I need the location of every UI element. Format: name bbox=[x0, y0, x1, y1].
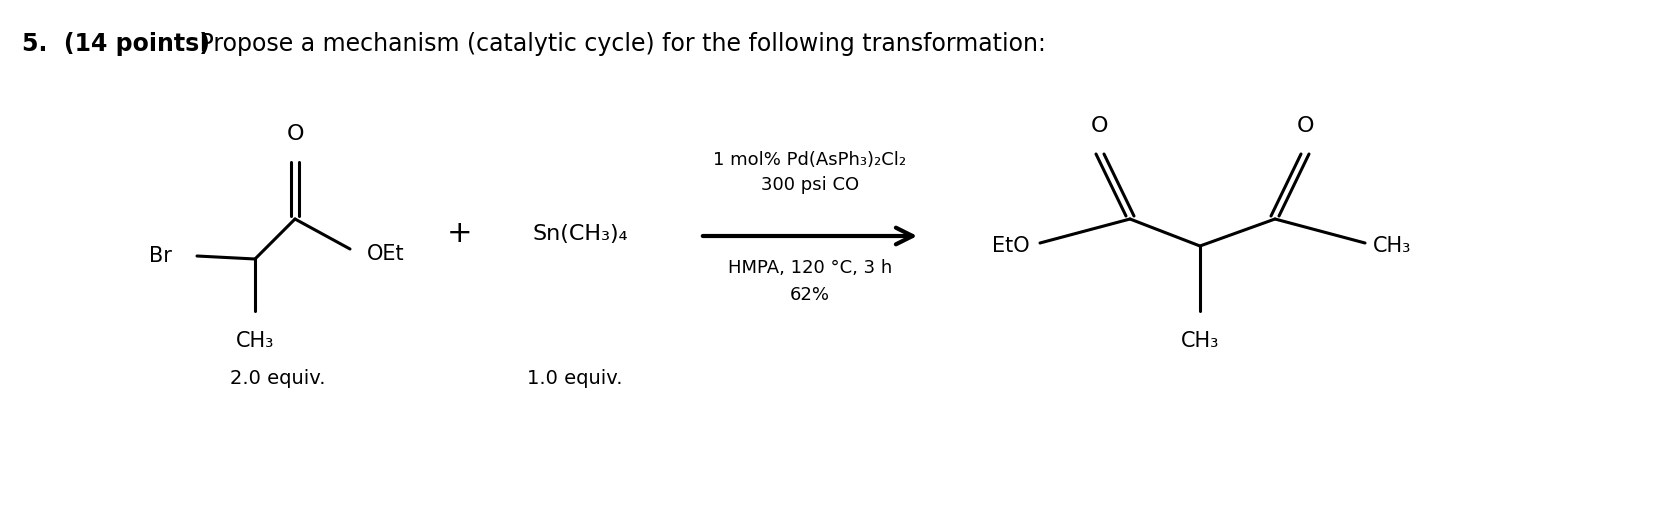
Text: +: + bbox=[447, 219, 473, 248]
Text: O: O bbox=[286, 124, 305, 144]
Text: 62%: 62% bbox=[789, 286, 831, 304]
Text: 5.  (14 points): 5. (14 points) bbox=[22, 32, 210, 56]
Text: 300 psi CO: 300 psi CO bbox=[761, 176, 859, 194]
Text: OEt: OEt bbox=[367, 244, 404, 264]
Text: CH₃: CH₃ bbox=[1180, 331, 1220, 351]
Text: Br: Br bbox=[149, 246, 172, 266]
Text: O: O bbox=[1091, 116, 1109, 136]
Text: HMPA, 120 °C, 3 h: HMPA, 120 °C, 3 h bbox=[728, 259, 892, 277]
Text: 1.0 equiv.: 1.0 equiv. bbox=[528, 370, 622, 389]
Text: CH₃: CH₃ bbox=[1374, 236, 1412, 256]
Text: O: O bbox=[1296, 116, 1314, 136]
Text: 2.0 equiv.: 2.0 equiv. bbox=[230, 370, 326, 389]
Text: 1 mol% Pd(AsPh₃)₂Cl₂: 1 mol% Pd(AsPh₃)₂Cl₂ bbox=[713, 151, 907, 169]
Text: Propose a mechanism (catalytic cycle) for the following transformation:: Propose a mechanism (catalytic cycle) fo… bbox=[192, 32, 1046, 56]
Text: CH₃: CH₃ bbox=[235, 331, 275, 351]
Text: Sn(CH₃)₄: Sn(CH₃)₄ bbox=[533, 224, 627, 244]
Text: EtO: EtO bbox=[993, 236, 1029, 256]
